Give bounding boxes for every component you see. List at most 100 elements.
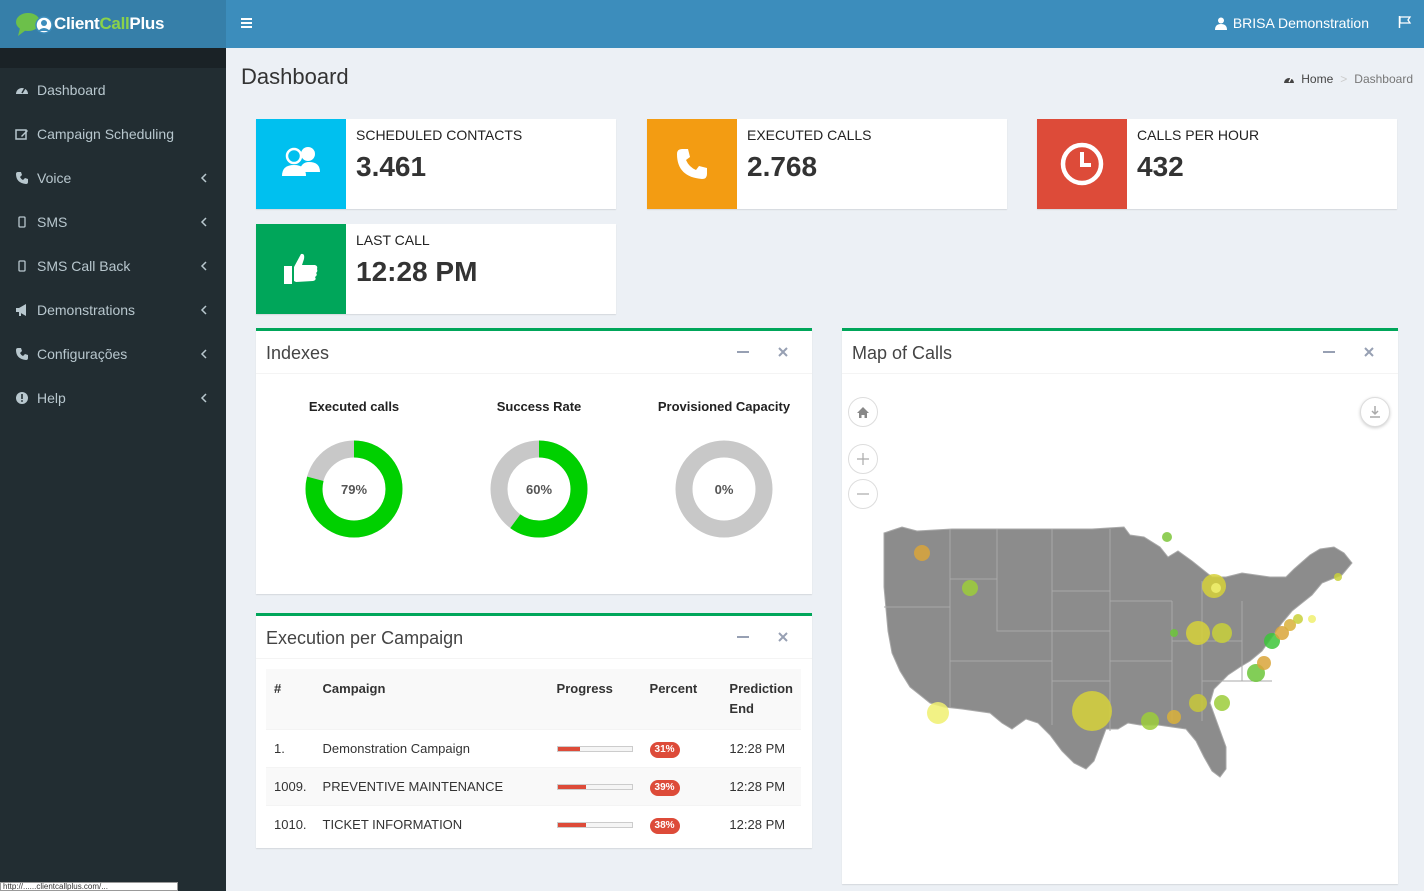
map-of-calls-box: Map of Calls <box>842 328 1398 884</box>
close-icon <box>1364 347 1374 357</box>
remove-button[interactable] <box>1362 346 1376 360</box>
top-navbar: BRISA Demonstration <box>226 0 1424 48</box>
call-bubble[interactable] <box>914 545 930 561</box>
info-box-last-call: LAST CALL 12:28 PM <box>256 224 616 314</box>
sidebar-item-voice[interactable]: Voice <box>0 156 226 200</box>
row-campaign-name: Demonstration Campaign <box>314 729 549 768</box>
brand-name: ClientCallPlus <box>54 14 165 33</box>
donut-ring: 0% <box>675 440 773 538</box>
row-percent: 39% <box>641 767 722 806</box>
info-icon-box <box>1037 119 1127 209</box>
donut-chart-2: Success Rate 60% <box>454 399 624 549</box>
box-title: Execution per Campaign <box>266 628 464 648</box>
thumbs-up-icon <box>284 253 318 284</box>
call-bubble[interactable] <box>1189 694 1207 712</box>
call-bubble[interactable] <box>962 580 978 596</box>
call-bubble[interactable] <box>1334 573 1342 581</box>
box-header: Map of Calls <box>842 331 1398 374</box>
table-row: 1010. TICKET INFORMATION 38% 12:28 PM <box>266 805 801 844</box>
donut-ring: 60% <box>490 440 588 538</box>
call-bubbles <box>914 532 1342 731</box>
sidebar-item-demonstrations[interactable]: Demonstrations <box>0 288 226 332</box>
chevron-left-icon <box>200 170 208 186</box>
map-home-button[interactable] <box>848 397 878 427</box>
info-label: LAST CALL <box>356 232 430 248</box>
box-title: Map of Calls <box>852 343 953 363</box>
notifications-button[interactable] <box>1398 15 1412 34</box>
call-bubble[interactable] <box>1293 614 1303 624</box>
info-value: 2.768 <box>747 151 818 182</box>
info-box-scheduled-contacts: SCHEDULED CONTACTS 3.461 <box>256 119 616 209</box>
brand-logo[interactable]: ClientCallPlus <box>0 0 226 48</box>
indexes-box: Indexes Executed calls 79% Success Rate 60%… <box>256 328 812 594</box>
call-bubble[interactable] <box>1275 626 1289 640</box>
logo-icon <box>16 13 53 36</box>
info-value: 432 <box>1137 151 1184 182</box>
sidebar-item-label: Help <box>37 390 66 406</box>
progress-bar <box>556 783 633 790</box>
call-bubble[interactable] <box>1257 656 1271 670</box>
collapse-button[interactable] <box>736 631 750 645</box>
map-zoom-in-button[interactable] <box>848 444 878 474</box>
remove-button[interactable] <box>776 631 790 645</box>
col-progress: Progress <box>548 669 642 730</box>
collapse-button[interactable] <box>1322 346 1336 360</box>
donut-value-arc <box>490 440 588 538</box>
phone-icon <box>677 149 707 179</box>
call-bubble[interactable] <box>1141 712 1159 730</box>
call-bubble[interactable] <box>1308 615 1316 623</box>
dashboard-icon <box>1284 77 1295 83</box>
sidebar-item-campaign-scheduling[interactable]: Campaign Scheduling <box>0 112 226 156</box>
exclamation-circle-icon <box>14 390 30 406</box>
sidebar-item-dashboard[interactable]: Dashboard <box>0 68 226 112</box>
donut-ring: 79% <box>305 440 403 538</box>
execution-per-campaign-box: Execution per Campaign # Campaign Progre… <box>256 613 812 848</box>
sidebar-item-label: SMS Call Back <box>37 258 131 274</box>
info-icon-box <box>256 224 346 314</box>
users-icon <box>282 147 320 176</box>
us-calls-map[interactable] <box>842 481 1398 881</box>
call-bubble[interactable] <box>1264 633 1280 649</box>
donut-title: Provisioned Capacity <box>657 399 791 414</box>
flag-icon <box>1398 16 1412 28</box>
call-bubble[interactable] <box>1284 619 1296 631</box>
info-icon-box <box>647 119 737 209</box>
chevron-left-icon <box>200 346 208 362</box>
donut-percent-label: 60% <box>526 482 552 497</box>
sidebar-item-sms[interactable]: SMS <box>0 200 226 244</box>
call-bubble[interactable] <box>1162 532 1172 542</box>
donut-title: Success Rate <box>496 399 582 414</box>
user-menu[interactable]: BRISA Demonstration <box>1214 15 1369 31</box>
call-bubble[interactable] <box>1214 695 1230 711</box>
percent-badge: 31% <box>649 741 680 758</box>
call-bubble[interactable] <box>1186 621 1210 645</box>
phone-icon <box>14 170 30 186</box>
breadcrumb-home-link[interactable]: Home <box>1301 72 1334 86</box>
call-bubble[interactable] <box>1167 710 1181 724</box>
collapse-button[interactable] <box>736 346 750 360</box>
mobile-icon <box>14 258 30 274</box>
chevron-left-icon <box>200 258 208 274</box>
sidebar-item-sms-call-back[interactable]: SMS Call Back <box>0 244 226 288</box>
call-bubble[interactable] <box>927 702 949 724</box>
minus-icon <box>737 636 749 638</box>
sidebar-toggle-button[interactable] <box>240 16 254 30</box>
sidebar-item-configura-es[interactable]: Configurações <box>0 332 226 376</box>
remove-button[interactable] <box>776 346 790 360</box>
user-name: BRISA Demonstration <box>1232 15 1369 31</box>
info-box-calls-per-hour: CALLS PER HOUR 432 <box>1037 119 1397 209</box>
col-number: # <box>266 669 315 730</box>
map-export-button[interactable] <box>1360 397 1390 427</box>
call-bubble[interactable] <box>1211 583 1221 593</box>
minus-icon <box>857 493 869 495</box>
call-bubble[interactable] <box>1212 623 1232 643</box>
user-icon <box>1214 17 1227 30</box>
row-id: 1009. <box>266 767 315 806</box>
map-zoom-out-button[interactable] <box>848 479 878 509</box>
sidebar-item-help[interactable]: Help <box>0 376 226 420</box>
call-bubble[interactable] <box>1170 629 1178 637</box>
progress-fill <box>557 746 581 751</box>
call-bubble[interactable] <box>1072 691 1112 731</box>
donut-chart-1: Executed calls 79% <box>269 399 439 549</box>
dashboard-icon <box>14 82 30 98</box>
